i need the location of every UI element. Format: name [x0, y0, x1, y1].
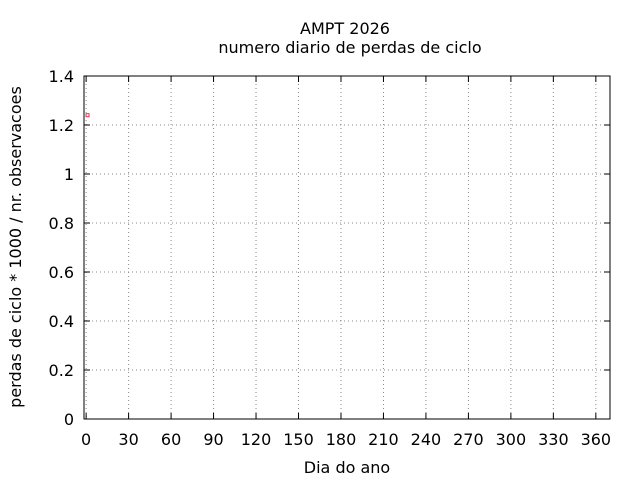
x-axis-label: Dia do ano: [304, 458, 390, 477]
data-points: [85, 113, 90, 118]
y-axis-label: perdas de ciclo * 1000 / nr. observacoes: [6, 86, 25, 408]
x-tick-label: 330: [538, 430, 569, 449]
x-tick-label: 30: [118, 430, 138, 449]
x-tick-label: 180: [326, 430, 357, 449]
y-tick-label: 1.4: [49, 67, 74, 86]
x-tick-label: 150: [283, 430, 314, 449]
x-tick-label: 360: [581, 430, 612, 449]
chart-title: AMPT 2026: [300, 19, 390, 38]
y-tick-label: 0.2: [49, 361, 74, 380]
chart-subtitle: numero diario de perdas de ciclo: [218, 38, 481, 57]
x-tick-label: 60: [161, 430, 181, 449]
axis-ticks: 0 30 60 90 120 150 180 210 240 270 300 330 360 0 0.2 0.…: [49, 67, 612, 449]
x-tick-label: 240: [411, 430, 442, 449]
x-tick-label: 210: [368, 430, 399, 449]
y-tick-label: 0.4: [49, 312, 74, 331]
y-tick-label: 0.8: [49, 214, 74, 233]
x-tick-label: 300: [496, 430, 527, 449]
x-tick-label: 0: [81, 430, 91, 449]
y-tick-label: 0: [64, 410, 74, 429]
grid: [84, 76, 610, 419]
y-tick-label: 1: [64, 165, 74, 184]
x-tick-label: 270: [453, 430, 484, 449]
y-tick-label: 0.6: [49, 263, 74, 282]
x-tick-label: 90: [203, 430, 223, 449]
data-point: [85, 113, 90, 118]
y-tick-label: 1.2: [49, 116, 74, 135]
plot-border: [83, 75, 611, 420]
x-tick-label: 120: [241, 430, 272, 449]
